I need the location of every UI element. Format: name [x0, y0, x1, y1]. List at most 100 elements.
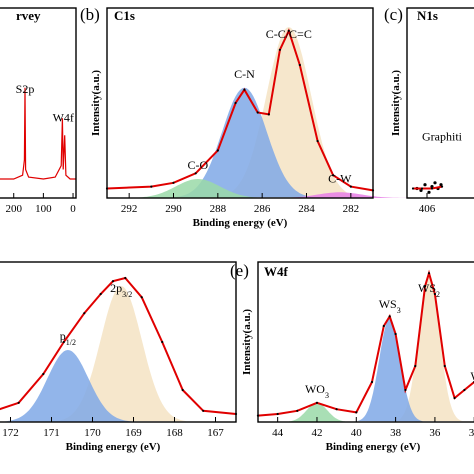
x-tick-label: 290 — [165, 203, 182, 215]
peak-label: C-C/C=C — [266, 27, 312, 41]
peak-label: WS3 — [379, 297, 401, 315]
x-tick-label: 44 — [272, 427, 284, 439]
x-tick-label: 40 — [351, 427, 363, 439]
panel-1: 200 100 0 rvey S2p W4f — [0, 7, 77, 215]
data-point-5 — [433, 181, 437, 185]
panel-letter: (e) — [230, 261, 249, 280]
peak-area-3 — [271, 192, 411, 198]
raw-point-10 — [404, 388, 407, 392]
raw-point-3 — [440, 185, 444, 188]
raw-point-17 — [463, 388, 466, 392]
x-tick-label: 286 — [254, 203, 271, 215]
raw-point-13 — [332, 174, 335, 177]
raw-point-11 — [202, 409, 205, 412]
raw-point-6 — [243, 88, 246, 91]
panel-title: W4f — [264, 264, 289, 279]
panel-title: N1s — [417, 8, 438, 23]
raw-point-3 — [194, 172, 197, 175]
raw-point-5 — [234, 101, 237, 105]
raw-point-12 — [316, 139, 319, 143]
panel-2: 292 290 288 286 284 282 Binding energy (eV) Int… — [80, 5, 411, 229]
x-tick-label: 42 — [311, 427, 322, 439]
peak-area-1 — [175, 87, 316, 198]
panel-3: 406 Intensity(a.u.) (c) N1s Graphiti — [384, 5, 474, 215]
panel-letter: (c) — [384, 5, 403, 24]
raw-point-7 — [256, 111, 259, 114]
panel-4: 172 171 170 169 168 167 Binding energy (eV) 2p3… — [0, 261, 238, 453]
y-axis-label: Intensity(a.u.) — [390, 70, 402, 136]
x-axis-label: Binding energy (eV) — [193, 217, 288, 229]
series-line-0 — [106, 28, 374, 192]
plot-frame — [106, 7, 374, 199]
x-tick-label: 172 — [2, 427, 19, 439]
x-tick-label: 0 — [70, 203, 76, 215]
x-tick-label: 170 — [84, 427, 101, 439]
x-tick-label: 34 — [469, 427, 474, 439]
x-tick-label: 292 — [121, 203, 138, 215]
raw-point-6 — [370, 380, 374, 384]
raw-point-16 — [453, 396, 456, 400]
peak-label: W — [470, 369, 474, 383]
peak-label: C-N — [234, 67, 255, 81]
raw-point-9 — [278, 48, 281, 51]
series-line-0 — [0, 87, 76, 180]
raw-point-2 — [296, 409, 299, 412]
x-tick-label: 167 — [207, 427, 224, 439]
x-tick-label: 169 — [125, 427, 142, 439]
peak-area-1 — [4, 350, 134, 422]
x-tick-label: 282 — [343, 203, 360, 215]
x-tick-label: 100 — [35, 203, 52, 215]
raw-point-14 — [349, 185, 352, 188]
x-tick-label: 406 — [419, 203, 436, 215]
peak-label: C-O — [188, 158, 209, 172]
raw-point-3 — [315, 401, 319, 404]
raw-point-12 — [423, 284, 427, 288]
raw-point-6 — [111, 280, 115, 283]
y-axis-label: Intensity(a.u.) — [90, 70, 102, 136]
peak-label: Graphiti — [422, 130, 463, 144]
peak-label: WO3 — [305, 382, 329, 400]
x-tick-label: 288 — [210, 203, 227, 215]
plot-frame — [406, 7, 474, 199]
peak-label: p1/2 — [60, 329, 76, 347]
raw-point-2 — [42, 372, 45, 376]
raw-point-11 — [414, 364, 417, 368]
x-tick-label: 38 — [390, 427, 402, 439]
plot-frame — [257, 261, 474, 423]
panel-5: 44 42 40 38 36 34 Binding energy (eV) Intensity… — [230, 261, 474, 453]
series-line-1 — [413, 185, 443, 190]
peak-area-2 — [284, 402, 351, 422]
x-tick-label: 36 — [429, 427, 441, 439]
raw-point-10 — [287, 29, 290, 32]
peak-area-1 — [357, 318, 424, 422]
peak-area-0 — [396, 274, 463, 422]
panel-title: rvey — [16, 8, 41, 23]
raw-point-9 — [394, 332, 397, 336]
peak-label: 2p3/2 — [110, 281, 132, 299]
data-point-1 — [419, 188, 423, 192]
raw-point-5 — [99, 292, 102, 296]
raw-point-4 — [216, 149, 219, 152]
raw-point-2 — [172, 181, 175, 184]
raw-point-8 — [267, 113, 270, 116]
raw-point-15 — [443, 364, 446, 368]
peak-area-2 — [129, 179, 269, 198]
raw-point-7 — [124, 276, 127, 280]
raw-point-8 — [140, 296, 143, 299]
raw-point-9 — [161, 340, 164, 344]
x-axis-label: Binding energy (eV) — [326, 441, 421, 453]
raw-point-1 — [150, 185, 153, 188]
x-tick-label: 171 — [43, 427, 60, 439]
series-line-0 — [257, 269, 474, 417]
x-axis-label: Binding energy (eV) — [66, 441, 161, 453]
data-point-3 — [427, 190, 431, 194]
x-tick-label: 168 — [166, 427, 183, 439]
x-tick-label: 200 — [5, 203, 22, 215]
raw-point-10 — [181, 388, 184, 392]
raw-point-5 — [355, 411, 358, 414]
raw-point-14 — [433, 292, 437, 296]
raw-point-4 — [335, 408, 338, 411]
raw-point-2 — [430, 187, 434, 190]
y-axis-label: Intensity(a.u.) — [241, 309, 253, 375]
